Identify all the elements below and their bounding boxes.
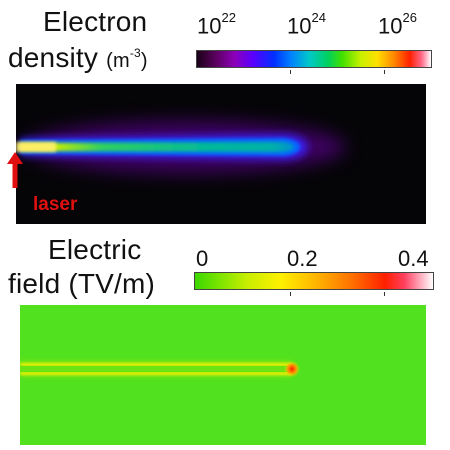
density-colorbar-tick	[384, 70, 385, 74]
density-colorbar-tick	[290, 70, 291, 74]
density-tick-2-exp: 26	[402, 10, 417, 25]
density-unit-close: )	[140, 50, 148, 72]
up-arrow-icon	[7, 152, 23, 188]
density-tick-0-exp: 22	[221, 10, 236, 25]
field-title-line2: field (TV/m)	[8, 268, 156, 299]
field-tick-label-2: 0.4	[398, 246, 429, 271]
field-channel-wall-bottom	[20, 372, 292, 375]
field-tip-hotspot	[284, 361, 300, 377]
density-tick-2-base: 10	[378, 13, 403, 39]
density-unit-exponent: -3	[129, 46, 141, 61]
field-colorbar	[194, 272, 434, 290]
density-tick-label-0: 1022	[197, 11, 236, 39]
field-channel-interior	[20, 366, 290, 372]
density-colorbar	[196, 50, 432, 68]
density-tick-1-base: 10	[287, 13, 312, 39]
field-plot	[20, 305, 426, 445]
density-core-channel	[20, 142, 294, 152]
density-entry-glow	[16, 142, 56, 152]
field-tick-label-0: 0	[196, 246, 209, 271]
field-plot-image	[20, 305, 426, 445]
density-unit: (m-3)	[106, 47, 148, 72]
density-tick-label-2: 1026	[378, 11, 417, 39]
field-colorbar-tick	[290, 292, 291, 296]
laser-label: laser	[33, 194, 78, 215]
density-tick-1-exp: 24	[311, 10, 326, 25]
density-title-word: density	[8, 42, 99, 73]
density-title-line1: Electron	[43, 6, 148, 37]
density-plot-image	[16, 121, 346, 173]
field-channel-wall-top	[20, 363, 292, 366]
field-tick-label-1: 0.2	[287, 246, 318, 271]
density-tick-0-base: 10	[197, 13, 222, 39]
density-tick-label-1: 1024	[287, 11, 326, 39]
density-title-line2: density (m-3)	[8, 44, 148, 72]
density-plot	[16, 84, 426, 224]
density-unit-open: (m	[106, 50, 130, 72]
field-colorbar-tick	[384, 292, 385, 296]
field-title-line1: Electric	[48, 234, 142, 265]
